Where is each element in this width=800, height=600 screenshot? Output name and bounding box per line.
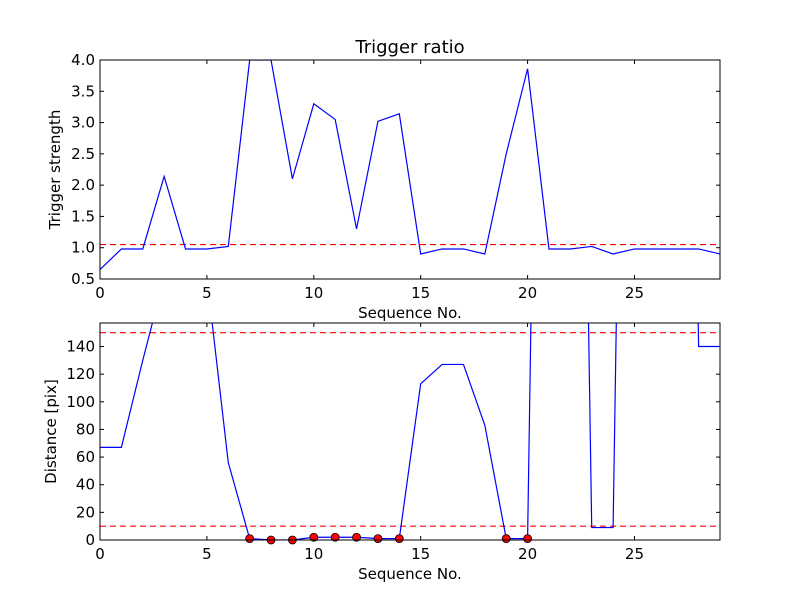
y-tick-label: 4.0	[71, 51, 95, 69]
y-ticks-bottom: 0 20 40 60 80 100 120 140	[66, 337, 720, 549]
y-tick-label: 0	[85, 531, 95, 549]
detection-marker	[245, 534, 255, 544]
detection-marker	[330, 532, 340, 542]
x-axis-label-bottom: Sequence No.	[358, 565, 462, 583]
distance-chart: 0 5 10 15 20 25 0 20 40 60 80 100 120 140 Sequence N…	[42, 322, 721, 583]
y-tick-label: 3.0	[71, 114, 95, 132]
plot-frame-bottom	[99, 322, 721, 541]
y-tick-label: 1.0	[71, 239, 95, 257]
x-tick-label: 20	[518, 545, 537, 563]
x-ticks-top: 0 5 10 15 20 25	[95, 60, 644, 302]
y-axis-label-top: Trigger strength	[46, 110, 64, 231]
detection-marker	[501, 534, 511, 544]
detection-markers	[245, 532, 532, 545]
y-tick-label: 60	[76, 448, 95, 466]
y-tick-label: 3.5	[71, 82, 95, 100]
plot-area-top	[100, 60, 720, 279]
plot-frame-top	[99, 59, 721, 280]
y-tick-label: 140	[66, 337, 95, 355]
x-tick-label: 25	[625, 545, 644, 563]
trigger-strength-line	[100, 60, 720, 271]
y-tick-label: 20	[76, 503, 95, 521]
y-tick-label: 2.5	[71, 145, 95, 163]
trigger-ratio-chart: 0 5 10 15 20 25 0.5 1.0 1.5 2.0 2.5 3.0 3.5 4.0 Trig…	[46, 37, 721, 322]
y-axis-label-bottom: Distance [pix]	[42, 379, 60, 484]
y-tick-label: 80	[76, 420, 95, 438]
detection-marker	[523, 534, 532, 544]
y-tick-label: 2.0	[71, 176, 95, 194]
threshold-lines-bottom	[100, 332, 720, 527]
x-tick-label: 15	[411, 284, 430, 302]
plot-area-bottom	[100, 323, 720, 540]
x-axis-label-top: Sequence No.	[358, 304, 462, 322]
x-tick-label: 25	[625, 284, 644, 302]
x-tick-label: 0	[95, 284, 105, 302]
x-tick-label: 10	[304, 284, 323, 302]
x-tick-label: 15	[411, 545, 430, 563]
x-tick-label: 5	[202, 284, 212, 302]
y-tick-label: 1.5	[71, 207, 95, 225]
y-tick-label: 120	[66, 365, 95, 383]
x-tick-label: 5	[202, 545, 212, 563]
detection-marker	[309, 532, 319, 542]
y-tick-label: 40	[76, 476, 95, 494]
detection-marker	[394, 534, 404, 544]
x-ticks-bottom: 0 5 10 15 20 25	[95, 323, 644, 563]
y-tick-label: 100	[66, 393, 95, 411]
y-tick-label: 0.5	[71, 270, 95, 288]
x-tick-label: 20	[518, 284, 537, 302]
detection-marker	[352, 532, 361, 542]
x-tick-label: 10	[304, 545, 323, 563]
detection-marker	[373, 534, 383, 544]
x-tick-label: 0	[95, 545, 105, 563]
chart-title: Trigger ratio	[354, 37, 464, 58]
y-ticks-top: 0.5 1.0 1.5 2.0 2.5 3.0 3.5 4.0	[71, 51, 720, 288]
distance-line	[100, 323, 720, 540]
